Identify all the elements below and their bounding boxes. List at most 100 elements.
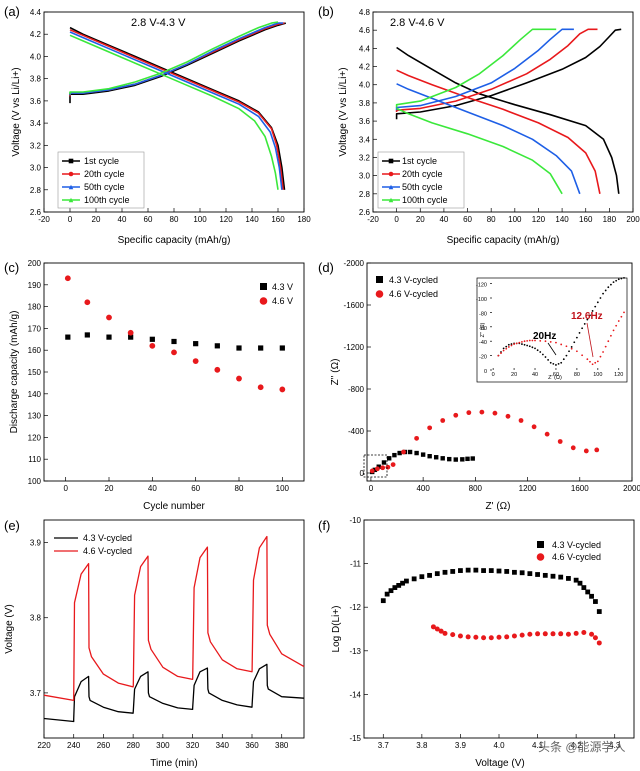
panel-f-legend-2: 4.6 V-cycled	[552, 552, 601, 562]
panel-c-legend-marker-2	[259, 297, 268, 305]
panel-d-axes: 0 400 800 1200 1600 20000-400-800-1200-1600-2…	[344, 259, 640, 493]
panel-b-xtick-label-6: 100	[508, 215, 522, 224]
panel-e-xtick-label-7: 360	[245, 741, 259, 750]
panel-d-legend-2: 4.6 V-cycled	[389, 289, 438, 299]
panel-a-series-1-discharge	[69, 26, 286, 190]
panel-d-inset-series-2-midpoint-3	[510, 344, 513, 347]
panel-d-series-2-point-13	[492, 410, 498, 416]
panel-d-ytick-label-5: -2000	[344, 259, 365, 268]
panel-d-inset-xtick-label-5: 100	[593, 372, 602, 378]
panel-d-inset-series-1-point-22	[607, 286, 610, 289]
panel-e-xtick-label-6: 340	[216, 741, 230, 750]
panel-d-inset-series-1-midpoint-8	[536, 349, 539, 352]
panel-e-legend-1: 4.3 V-cycled	[83, 533, 132, 543]
panel-f-series-1-point-27	[558, 574, 564, 580]
panel-d-series-2-point-12	[479, 409, 485, 415]
panel-d-inset-series-1-point-25	[623, 276, 625, 279]
panel-c-ytick-label-2: 120	[28, 433, 42, 442]
panel-f-series-1-point-25	[542, 572, 548, 578]
panel-c-ytick-label-10: 200	[28, 259, 42, 268]
panel-d-inset-series-2-midpoint-5	[521, 341, 523, 343]
panel-b-legend-marker-3	[388, 184, 394, 190]
panel-d-inset-series-1-point-21	[602, 292, 604, 295]
panel-d-inset-series-2-midpoint-13	[589, 360, 591, 363]
panel-d-series-2-point-6	[401, 449, 406, 455]
panel-e-legend-2: 4.6 V-cycled	[83, 546, 132, 556]
panel-d-series-2-point-21	[594, 447, 600, 453]
panel-a-legend-1: 1st cycle	[84, 156, 119, 166]
panel-b-ytick-label-3: 3.2	[359, 153, 371, 162]
panel-c-ytick-label-0: 100	[28, 477, 42, 486]
panel-d-series-2-point-19	[570, 445, 576, 451]
panel-d-inset-series-1-midpoint-21	[604, 289, 607, 292]
panel-d-series-1-point-11	[420, 452, 426, 457]
panel-d-inset-series-1-midpoint-2	[505, 345, 508, 348]
panel-c-series-1-point-10	[258, 345, 264, 351]
panel-f-series-1-point-26	[550, 573, 556, 579]
panel-d-inset-xtick-label-2: 40	[532, 372, 538, 378]
panel-f-series-1-point-31	[581, 585, 587, 590]
panel-c-series-1-point-6	[171, 338, 177, 345]
panel-d-series-2-point-10	[453, 412, 459, 418]
panel-b-ytick-label-4: 3.4	[359, 135, 371, 144]
panel-d-series-2-point-7	[414, 435, 420, 441]
panel-c-series-2-point-3	[106, 314, 112, 321]
panel-d-inset-series-1-point-6	[523, 343, 526, 346]
panel-d-xtick-label-3: 1200	[519, 484, 537, 493]
panel-b-ytick-label-5: 3.6	[359, 117, 371, 126]
panel-d-series-2-point-18	[557, 439, 563, 444]
panel-f-series-1-point-11	[434, 571, 440, 577]
panel-d: (d) 0 400 800 1200 1600 20000-400-800-1200-16…	[318, 259, 640, 512]
panel-b-xtick-label-4: 60	[463, 215, 472, 224]
panel-e-ytick-label-0: 3.7	[30, 689, 42, 698]
panel-f-ytick-label-1: -14	[349, 690, 361, 699]
panel-c-xtick-label-4: 80	[235, 484, 244, 493]
panel-a-legend-3: 50th cycle	[84, 182, 125, 192]
panel-d-inset-series-1-point-2	[502, 347, 505, 350]
panel-c-label: (c)	[4, 260, 19, 275]
panel-a-ylabel: Voltage (V vs Li/Li+)	[11, 67, 22, 156]
panel-b-ytick-label-11: 4.8	[359, 8, 371, 17]
panel-b-legend-marker-4	[388, 197, 394, 203]
panel-e-xtick-label-3: 280	[126, 741, 140, 750]
panel-d-inset-series-1-point-19	[591, 310, 594, 312]
panel-d-inset-ytick-label-6: -120	[476, 283, 487, 289]
panel-d-series-2-point-20	[583, 448, 589, 454]
panel-f-series-2-point-9	[481, 635, 487, 641]
panel-d-inset-series-1-midpoint-24	[620, 277, 623, 280]
panel-d-inset-series-1-midpoint-10	[547, 359, 550, 361]
panel-d-inset-series-2-midpoint-8	[539, 339, 542, 342]
panel-a-ytick-label-7: 4.0	[30, 52, 42, 61]
panel-f-xtick-label-4: 4.1	[532, 741, 544, 750]
panel-f-series-2-point-21	[573, 630, 579, 636]
panel-c-series-1-point-2	[84, 332, 90, 338]
panel-d-data	[369, 409, 600, 475]
panel-a-xtick-label-2: 20	[92, 215, 101, 224]
panel-b-data	[395, 28, 622, 195]
panel-d-series-2-point-4	[385, 464, 391, 470]
panel-f-legend-1: 4.3 V-cycled	[552, 540, 601, 550]
panel-d-series-1-point-14	[440, 456, 445, 461]
panel-f-series-1-point-32	[585, 589, 591, 595]
panel-d-series-1-point-10	[414, 450, 419, 456]
panel-f-series-1-point-34	[593, 599, 598, 604]
panel-d-inset-series-2-point-7	[528, 339, 531, 342]
panel-d-inset-series-1-midpoint-5	[521, 343, 523, 345]
panel-d-ytick-label-2: -800	[348, 385, 365, 394]
panel-f-series-1-point-18	[488, 568, 494, 573]
panel-d-inset: 0 20 40 60 80 100 120 0 -20 -40 -60 -80 -100 -120 Z' …	[476, 276, 628, 383]
panel-a-series-1-charge	[69, 22, 287, 104]
panel-d-inset-series-2-midpoint-18	[615, 324, 618, 327]
panel-a-xtick-label-6: 100	[193, 215, 207, 224]
panel-f-series-1-point-14	[458, 568, 463, 573]
panel-d-inset-series-1-midpoint-13	[562, 358, 565, 361]
panel-d-ytick-label-1: -400	[348, 427, 365, 436]
panel-d-series-1-point-6	[392, 452, 397, 458]
panel-d-inset-ytick-label-4: -80	[479, 311, 487, 317]
panel-c-series-1-point-7	[193, 341, 199, 347]
panel-f-legend: 4.3 V-cycled 4.6 V-cycled	[536, 540, 601, 562]
panel-f-series-1-point-29	[573, 577, 579, 583]
panel-a-series-4-discharge	[69, 34, 279, 190]
panel-d-series-2-point-3	[380, 465, 386, 471]
panel-f-legend-marker-1	[537, 541, 544, 548]
